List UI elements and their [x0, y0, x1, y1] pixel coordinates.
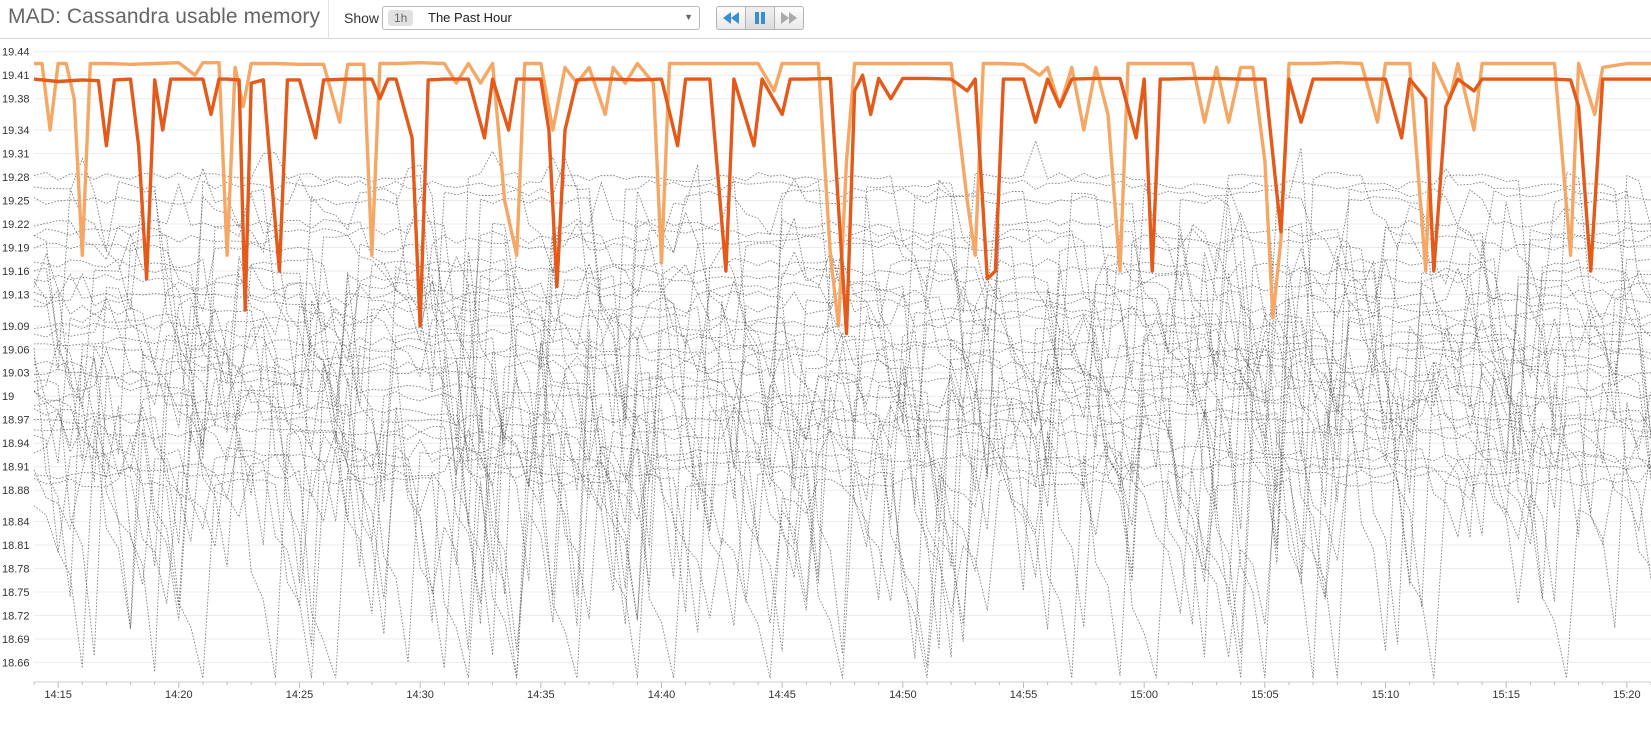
background-series-line: [33, 404, 1651, 679]
y-tick-label: 19.28: [2, 172, 30, 184]
graph-title: MAD: Cassandra usable memory: [8, 5, 321, 28]
chevron-down-icon: ▼: [684, 12, 693, 22]
background-series-line: [33, 419, 1651, 679]
rewind-button[interactable]: [716, 6, 746, 30]
background-series-line: [33, 258, 1651, 530]
x-tick-label: 15:00: [1130, 689, 1158, 701]
y-tick-label: 19: [2, 391, 14, 403]
y-tick-label: 18.69: [2, 634, 30, 646]
y-tick-label: 19.19: [2, 242, 30, 254]
background-series-line: [33, 411, 1651, 626]
y-tick-label: 19.03: [2, 368, 30, 380]
x-tick-label: 14:25: [286, 689, 314, 701]
y-tick-label: 19.41: [2, 70, 30, 82]
y-tick-label: 18.88: [2, 485, 30, 497]
time-range-badge: 1h: [388, 10, 414, 26]
background-series-line: [33, 432, 1651, 679]
background-series-line: [33, 342, 1651, 656]
background-series-line: [33, 318, 1651, 647]
y-tick-label: 19.06: [2, 344, 30, 356]
y-tick-label: 19.16: [2, 266, 30, 278]
x-tick-label: 14:55: [1010, 689, 1038, 701]
y-tick-label: 18.81: [2, 540, 30, 552]
x-tick-label: 14:15: [44, 689, 72, 701]
y-tick-label: 19.22: [2, 219, 30, 231]
x-tick-label: 14:50: [889, 689, 917, 701]
background-series-line: [33, 340, 1651, 642]
background-series-line: [33, 278, 1651, 595]
x-tick-label: 14:40: [648, 689, 676, 701]
highlighted-series-line: [34, 61, 1651, 328]
y-tick-label: 19.31: [2, 149, 30, 161]
x-tick-label: 14:35: [527, 689, 555, 701]
x-tick-label: 15:10: [1372, 689, 1400, 701]
background-series-line: [33, 139, 1651, 457]
y-tick-label: 18.84: [2, 517, 30, 529]
fast-forward-icon: [781, 12, 797, 24]
background-series-line: [33, 164, 1651, 469]
memory-line-chart: 19.44 19.41 19.38 19.34 19.31 19.28 19.25 19.22…: [2, 47, 1651, 701]
x-tick-label: 14:20: [165, 689, 193, 701]
y-tick-label: 19.09: [2, 321, 30, 333]
background-series-line: [33, 338, 1651, 650]
y-tick-label: 18.97: [2, 415, 30, 427]
background-series-line: [33, 316, 1651, 629]
y-tick-label: 19.13: [2, 289, 30, 301]
playback-controls: [716, 6, 804, 30]
background-series-line: [33, 404, 1651, 679]
y-tick-label: 18.75: [2, 587, 30, 599]
background-series-line: [33, 291, 1651, 537]
background-series-line: [33, 306, 1651, 626]
background-series-line: [33, 438, 1651, 679]
background-series-line: [33, 358, 1651, 658]
background-series-line: [33, 296, 1651, 597]
dashboard-header: MAD: Cassandra usable memory Show 1h The…: [0, 0, 1651, 39]
pause-button[interactable]: [745, 6, 775, 30]
y-tick-label: 18.94: [2, 438, 30, 450]
highlighted-series-line: [33, 73, 1651, 336]
y-tick-label: 18.66: [2, 657, 30, 669]
fast-forward-button[interactable]: [774, 6, 804, 30]
x-tick-label: 14:45: [768, 689, 796, 701]
background-series-line: [33, 255, 1651, 530]
y-tick-label: 19.38: [2, 94, 30, 106]
background-series-line: [33, 246, 1651, 549]
y-tick-label: 18.78: [2, 563, 30, 575]
y-tick-label: 18.91: [2, 462, 30, 474]
show-label: Show: [344, 10, 380, 26]
y-tick-label: 18.72: [2, 610, 30, 622]
background-series-line: [33, 366, 1651, 672]
background-series-line: [33, 210, 1651, 475]
highlighted-series: [33, 61, 1651, 336]
background-series-line: [33, 248, 1651, 533]
header-divider: [328, 0, 329, 38]
pause-icon: [755, 12, 765, 24]
y-tick-label: 19.34: [2, 125, 30, 137]
rewind-icon: [723, 12, 739, 24]
x-tick-label: 14:30: [406, 689, 434, 701]
x-tick-label: 15:05: [1251, 689, 1279, 701]
time-range-text: The Past Hour: [428, 10, 512, 25]
axes: 19.44 19.41 19.38 19.34 19.31 19.28 19.25 19.22…: [2, 47, 1651, 701]
background-series-line: [33, 309, 1651, 581]
background-series-line: [33, 156, 1651, 442]
background-series-line: [33, 372, 1651, 679]
time-range-select[interactable]: 1h The Past Hour ▼: [382, 6, 700, 30]
background-series-line: [33, 403, 1651, 679]
y-tick-label: 19.44: [2, 47, 30, 59]
y-tick-label: 19.25: [2, 196, 30, 208]
x-tick-label: 15:20: [1613, 689, 1641, 701]
background-series-line: [33, 252, 1651, 576]
x-tick-label: 15:15: [1492, 689, 1520, 701]
